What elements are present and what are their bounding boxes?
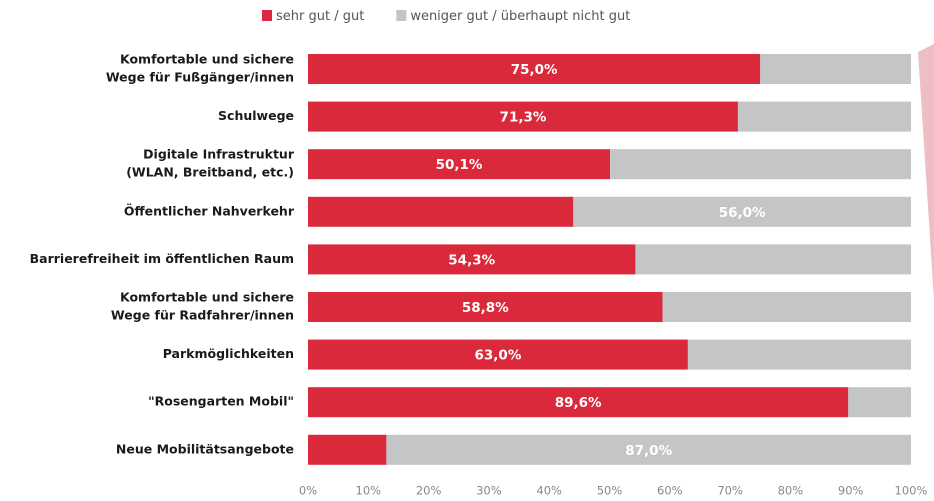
value-label: 75,0% [511,62,558,78]
legend-label: weniger gut / überhaupt nicht gut [410,9,630,24]
bar-segment [308,292,663,322]
bar-segment [308,339,688,370]
legend-label: sehr gut / gut [276,9,364,24]
bar-segment [308,244,636,275]
bar-segment [737,101,911,132]
bar-segment [635,244,911,275]
value-label: 54,3% [448,252,495,268]
x-tick-label: 90% [838,484,864,498]
value-label: 89,6% [555,395,602,411]
value-label: 56,0% [719,205,766,221]
bar-segment [308,434,387,465]
decoration [918,44,934,300]
category-label: Wege für Fußgänger/innen [106,70,294,85]
bar-segment [308,387,849,418]
value-label: 87,0% [625,443,672,459]
x-tick-label: 100% [895,484,928,498]
x-tick-label: 30% [476,484,502,498]
value-label: 50,1% [436,157,483,173]
category-label: Barrierefreiheit im öffentlichen Raum [30,251,294,266]
value-label: 58,8% [462,300,509,316]
bar-segment [308,196,574,227]
category-label: Öffentlicher Nahverkehr [124,203,295,218]
bar-segment [610,149,911,180]
x-tick-label: 10% [356,484,382,498]
bar-segment [308,149,611,180]
legend-swatch [262,10,272,21]
bar-segment [573,196,911,227]
category-label: Schulwege [218,108,294,123]
category-label: Komfortable und sichere [120,290,294,305]
legend-swatch [396,10,407,21]
category-label: Parkmöglichkeiten [163,346,294,361]
category-label: Wege für Radfahrer/innen [111,308,294,323]
bar-segment [687,339,911,370]
bar-segment [760,54,911,84]
category-label: (WLAN, Breitband, etc.) [126,165,294,180]
category-label: Komfortable und sichere [120,52,294,67]
value-label: 71,3% [500,110,547,126]
value-label: 63,0% [475,348,522,364]
x-tick-label: 70% [717,484,743,498]
category-label: Digitale Infrastruktur [143,147,295,162]
bar-segment [848,387,911,418]
x-tick-label: 0% [299,484,317,498]
category-label: "Rosengarten Mobil" [148,394,294,409]
category-label: Neue Mobilitätsangebote [116,441,294,456]
x-tick-label: 80% [778,484,804,498]
bar-segment [662,292,911,322]
bar-segment [308,54,761,84]
x-tick-label: 20% [416,484,442,498]
bar-segment [386,434,911,465]
x-tick-label: 40% [536,484,562,498]
x-tick-label: 60% [657,484,683,498]
bar-segment [308,101,738,132]
x-tick-label: 50% [597,484,623,498]
